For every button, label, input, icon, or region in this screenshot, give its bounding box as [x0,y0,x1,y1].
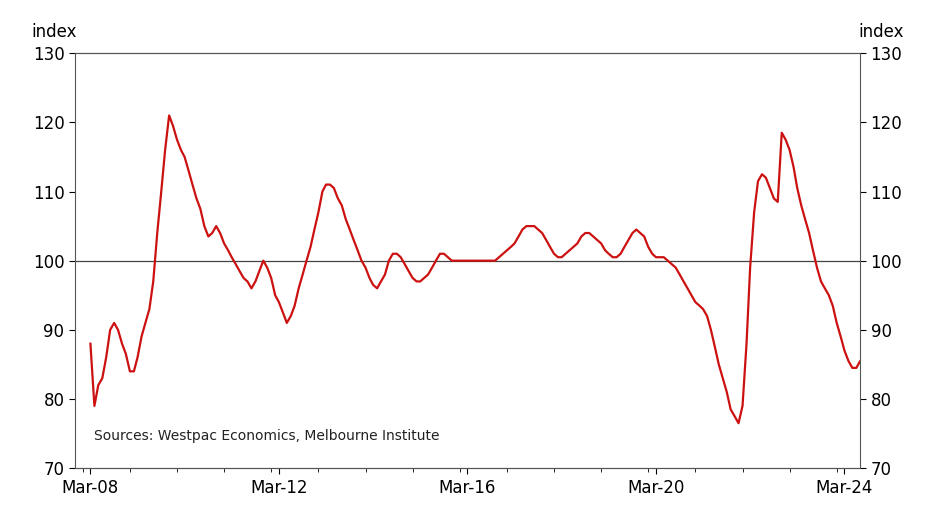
Text: index: index [32,23,77,41]
Text: Sources: Westpac Economics, Melbourne Institute: Sources: Westpac Economics, Melbourne In… [94,429,440,443]
Text: index: index [858,23,903,41]
